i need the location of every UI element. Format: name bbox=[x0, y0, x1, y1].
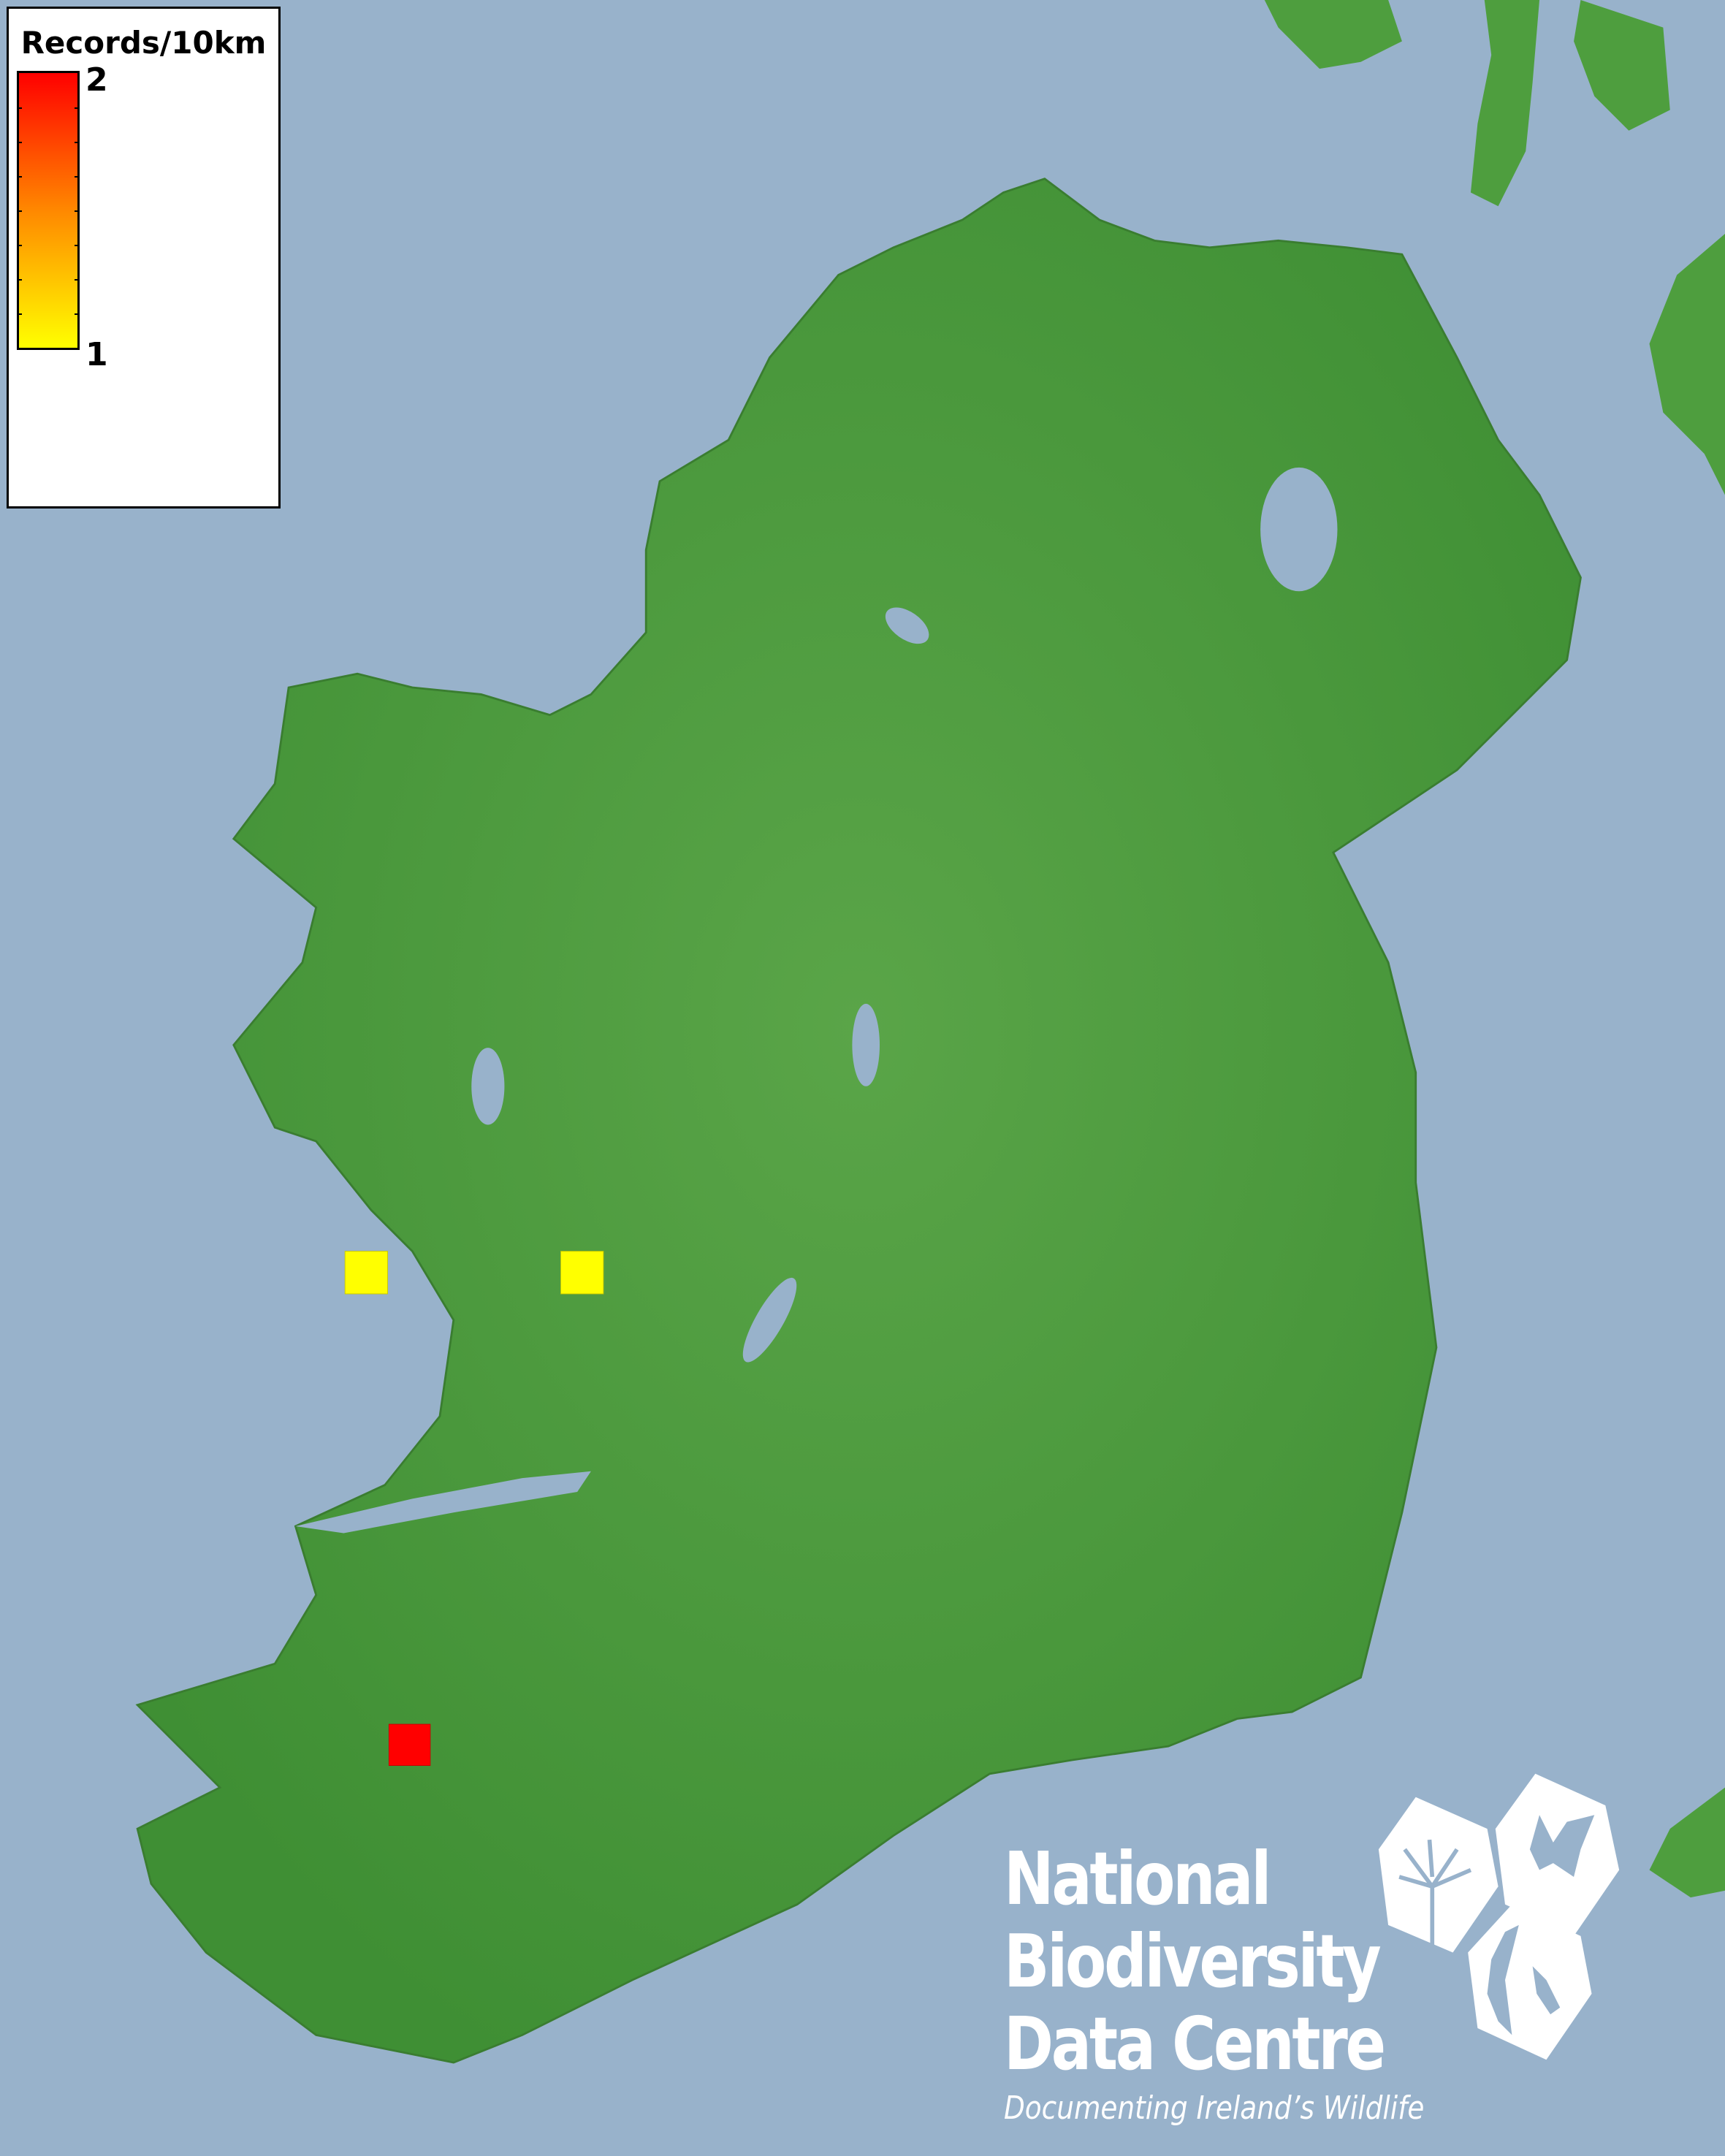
record-square[interactable] bbox=[560, 1251, 604, 1295]
logo-line-2: Biodiversity bbox=[1004, 1919, 1382, 2004]
legend-min-label: 1 bbox=[85, 336, 108, 373]
record-square[interactable] bbox=[344, 1251, 388, 1295]
logo-tagline: Documenting Ireland’s Wildlife bbox=[1004, 2090, 1425, 2127]
seahorse-icon-shape bbox=[1487, 1924, 1561, 2035]
logo-line-1: National bbox=[1004, 1836, 1271, 1921]
record-square[interactable] bbox=[388, 1723, 431, 1766]
nbdc-logo: National Biodiversity Data Centre Docume… bbox=[1004, 1837, 1499, 2127]
shannon-estuary bbox=[295, 1471, 591, 1534]
lough-corrib bbox=[471, 1048, 505, 1125]
lough-erne bbox=[885, 607, 929, 644]
logo-line-3: Data Centre bbox=[1004, 2001, 1386, 2087]
lough-derg bbox=[742, 1277, 797, 1363]
ireland-land bbox=[135, 178, 1582, 2064]
lough-neagh bbox=[1260, 467, 1338, 592]
tree-icon-branches bbox=[1398, 1839, 1472, 1946]
legend-max-label: 2 bbox=[85, 61, 108, 99]
legend-color-bar bbox=[17, 71, 80, 350]
legend-title: Records/10km bbox=[20, 25, 267, 61]
butterfly-icon-shape bbox=[1529, 1815, 1595, 1877]
legend: Records/10km 2 1 bbox=[7, 7, 281, 508]
lough-ree bbox=[852, 1003, 880, 1086]
